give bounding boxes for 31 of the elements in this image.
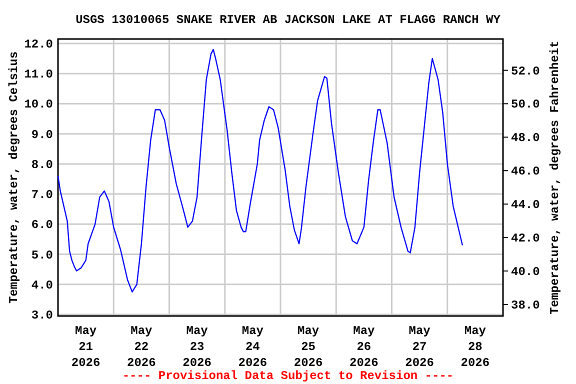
y2-tick-label: 48.0 [511, 131, 540, 146]
y2-tick-label: 38.0 [511, 298, 540, 312]
y2-axis-title: Temperature, water, degrees Fahrenheit [548, 40, 562, 314]
y2-tick-label: 52.0 [511, 64, 540, 78]
line-series [57, 48, 464, 293]
y-tick-label: 3.0 [31, 308, 53, 322]
y-tick-label: 6.0 [31, 218, 53, 232]
y-tick-label: 8.0 [31, 158, 53, 172]
y-tick-label: 7.0 [31, 188, 53, 202]
x-tick-label: May 26 2026 [350, 324, 378, 370]
y2-tick-label: 46.0 [511, 164, 540, 179]
y-tick-label: 9.0 [31, 128, 53, 142]
x-tick-label: May 22 2026 [127, 324, 156, 370]
y2-tick-label: 40.0 [511, 265, 540, 280]
y2-tick-label: 42.0 [511, 232, 540, 246]
x-tick-label: May 27 2026 [405, 324, 434, 370]
y-tick-label: 12.0 [24, 38, 53, 52]
y-axis-title: Temperature, water, degrees Celsius [7, 51, 21, 304]
y2-tick-label: 44.0 [511, 198, 540, 212]
x-tick-label: May 23 2026 [182, 324, 212, 370]
y-tick-label: 5.0 [31, 248, 53, 262]
x-tick-label: May 25 2026 [294, 324, 323, 370]
x-tick-label: May 24 2026 [238, 324, 268, 370]
text: ---- Provisional Data Subject to Revision ---- [122, 369, 454, 383]
x-tick-label: May 21 2026 [71, 324, 100, 370]
y-tick-label: 10.0 [24, 98, 53, 112]
y2-tick-label: 50.0 [511, 98, 540, 112]
y-tick-label: 4.0 [31, 278, 53, 292]
chart-title: USGS 13010065 SNAKE RIVER AB JACKSON LAKE AT FLAGG RANCH WY [76, 13, 502, 27]
y-tick-label: 11.0 [24, 68, 53, 82]
x-tick-label: May 28 2026 [460, 324, 490, 370]
